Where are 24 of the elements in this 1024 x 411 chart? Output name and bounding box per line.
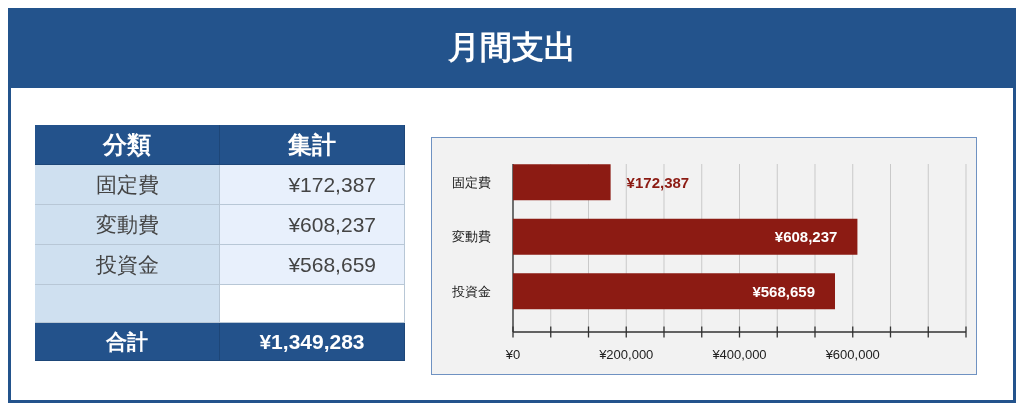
x-tick-label: ¥200,000 — [598, 347, 654, 362]
data-label: ¥608,237 — [774, 228, 838, 246]
text: ¥172,387 — [288, 172, 376, 197]
y-tick-label: 変動費 — [452, 229, 491, 245]
text: 変動費 — [95, 211, 159, 238]
text: 投資金 — [95, 251, 159, 278]
x-tick-label: ¥400,000 — [711, 347, 767, 362]
data-label: ¥568,659 — [752, 282, 815, 300]
text: 月間支出 — [8, 8, 1016, 88]
y-tick-label: 固定費 — [452, 174, 491, 190]
bar — [513, 164, 611, 201]
text: ¥568,659 — [288, 252, 376, 277]
text: 合計 — [106, 328, 148, 355]
y-tick-label: 投資金 — [451, 283, 491, 299]
text: ¥608,237 — [288, 212, 376, 237]
text: 分類 — [103, 129, 151, 160]
text: ¥1,349,283 — [259, 329, 365, 354]
bar — [513, 273, 835, 310]
x-tick-label: ¥0 — [504, 347, 521, 362]
data-label: ¥172,387 — [626, 173, 690, 191]
text: 固定費 — [95, 171, 159, 198]
x-tick-label: ¥600,000 — [824, 347, 880, 362]
bar — [513, 218, 858, 255]
text: 集計 — [288, 129, 336, 160]
